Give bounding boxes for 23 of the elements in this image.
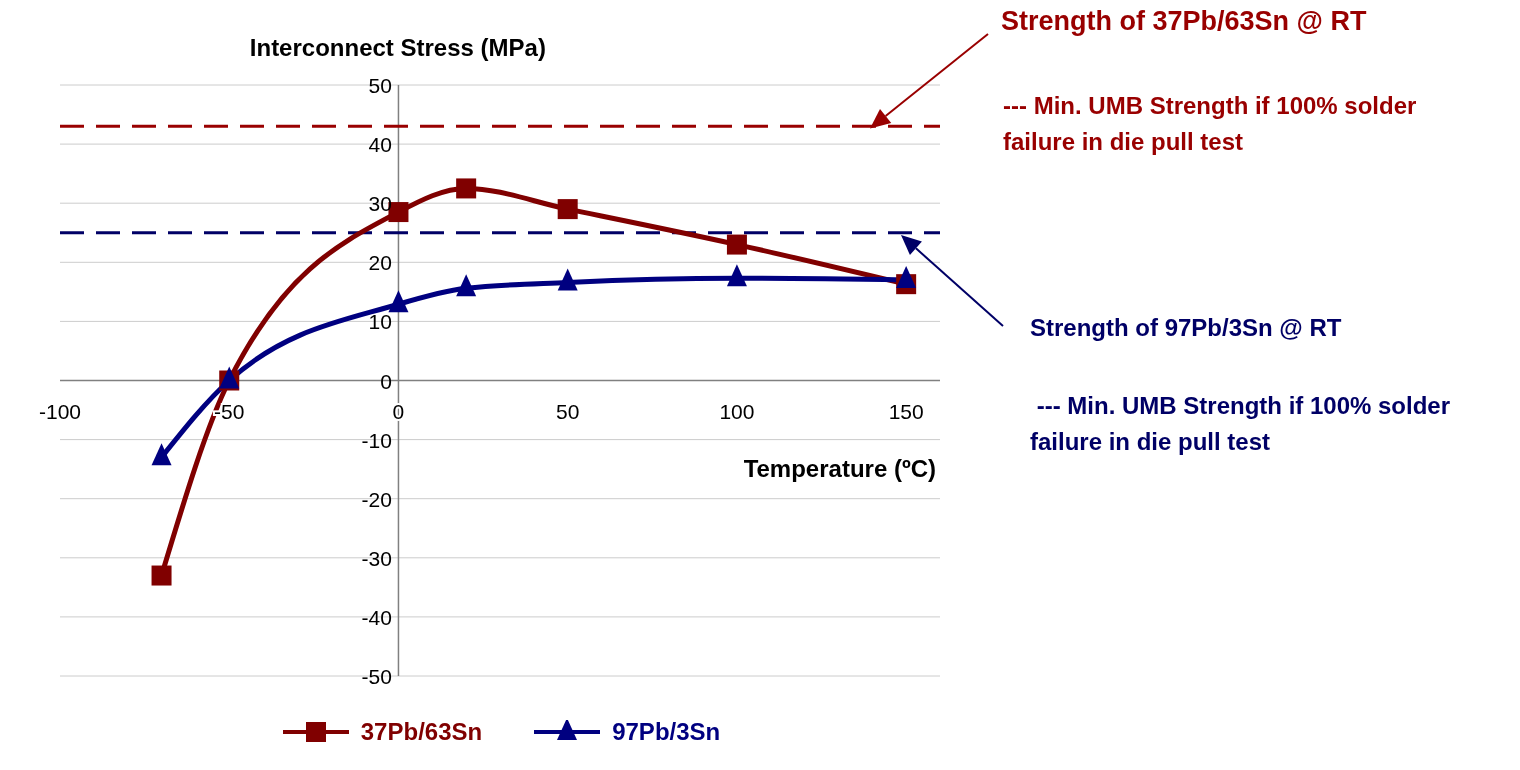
y-tick-label: -20 <box>361 487 392 511</box>
y-tick-label: 30 <box>368 192 392 216</box>
x-tick-label: 50 <box>556 400 580 423</box>
y-tick-label: -40 <box>361 605 392 629</box>
x-tick-label: 150 <box>888 400 924 423</box>
y-tick-label: 0 <box>380 369 392 393</box>
legend-label: 97Pb/3Sn <box>612 718 721 746</box>
ref-line-label: Strength of 37Pb/63Sn @ RT <box>1001 6 1367 37</box>
x-axis-title: Temperature (ºC) <box>743 455 936 483</box>
ref-line-label: Strength of 97Pb/3Sn @ RT <box>1030 314 1342 342</box>
y-tick-label: 40 <box>368 133 392 157</box>
y-tick-label: 20 <box>368 251 392 275</box>
chart-title: Interconnect Stress (MPa) <box>248 34 547 62</box>
x-tick-label: 100 <box>719 400 755 423</box>
text: --- Min. UMB Strength if 100% solder failure in die pull test <box>1003 91 1418 157</box>
text: --- Min. UMB Strength if 100% solder failure in die pull test <box>1030 391 1452 457</box>
x-tick-label: -100 <box>38 400 82 423</box>
y-tick-label: 50 <box>368 74 392 97</box>
legend-label: 37Pb/63Sn <box>360 718 483 746</box>
y-tick-label: -50 <box>361 665 392 688</box>
y-tick-label: -10 <box>361 428 392 452</box>
y-tick-label: 10 <box>368 310 392 334</box>
y-tick-label: -30 <box>361 546 392 570</box>
